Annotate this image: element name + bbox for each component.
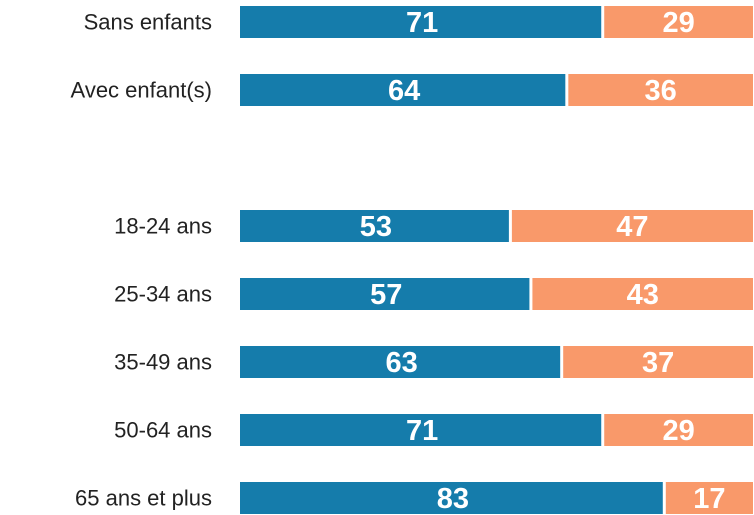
- category-label: Sans enfants: [84, 10, 212, 35]
- bar-segment: [240, 414, 602, 446]
- value-label: 57: [370, 279, 402, 311]
- bar-segment: [665, 482, 753, 514]
- value-label: 36: [645, 75, 677, 107]
- category-label: 18-24 ans: [114, 214, 212, 239]
- value-label: 53: [360, 211, 392, 243]
- bar-segment: [604, 6, 753, 38]
- value-label: 29: [662, 7, 694, 39]
- value-label: 71: [406, 415, 438, 447]
- value-label: 47: [616, 211, 648, 243]
- category-label: 35-49 ans: [114, 350, 212, 375]
- value-label: 64: [388, 75, 420, 107]
- value-label: 83: [437, 483, 469, 515]
- value-label: 37: [642, 347, 674, 379]
- category-label: 50-64 ans: [114, 418, 212, 443]
- bar-segment: [240, 482, 663, 514]
- value-label: 17: [693, 483, 725, 515]
- bar-segment: [604, 414, 753, 446]
- value-label: 29: [662, 415, 694, 447]
- category-label: Avec enfant(s): [71, 78, 212, 103]
- category-label: 25-34 ans: [114, 282, 212, 307]
- bar-segment: [240, 6, 602, 38]
- bar-segment: [240, 74, 566, 106]
- bar-segment: [240, 210, 509, 242]
- value-label: 43: [627, 279, 659, 311]
- bar-segment: [568, 74, 753, 106]
- bar-segment: [240, 278, 530, 310]
- bar-segment: [240, 346, 561, 378]
- bar-segment: [563, 346, 753, 378]
- bar-segment: [532, 278, 753, 310]
- bar-segment: [511, 210, 753, 242]
- value-label: 63: [385, 347, 417, 379]
- category-label: 65 ans et plus: [75, 486, 212, 511]
- value-label: 71: [406, 7, 438, 39]
